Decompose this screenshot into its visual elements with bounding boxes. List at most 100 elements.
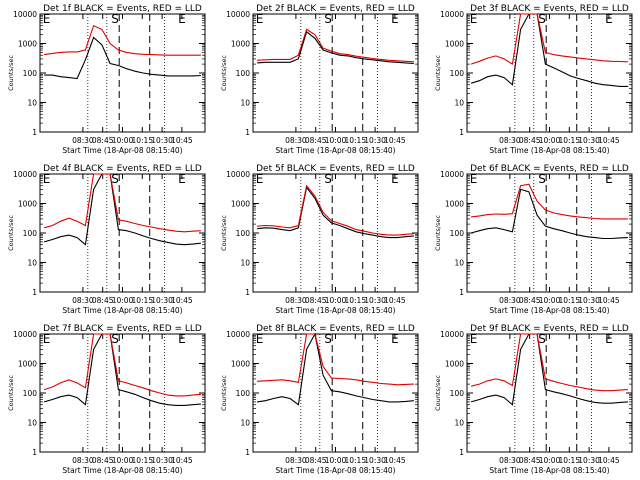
x-axis-label: Start Time (18-Apr-08 08:15:40) bbox=[62, 466, 182, 475]
x-tick-label: 10:45 bbox=[384, 456, 406, 465]
x-tick-label: 08:45 bbox=[519, 456, 541, 465]
event-marker-label: E bbox=[256, 12, 264, 26]
y-axis-label: Counts/sec bbox=[220, 55, 228, 91]
x-tick-label: 08:30 bbox=[72, 456, 94, 465]
series-line-events bbox=[470, 188, 628, 240]
y-tick-label: 10 bbox=[27, 419, 37, 428]
series-line-lld bbox=[44, 24, 201, 56]
x-tick-label: 10:15 bbox=[558, 456, 580, 465]
event-marker-label: E bbox=[605, 332, 613, 346]
series-line-lld bbox=[257, 28, 414, 63]
y-axis-label: Counts/sec bbox=[220, 375, 228, 411]
event-marker-label: S bbox=[324, 172, 332, 186]
x-tick-label: 08:45 bbox=[305, 136, 327, 145]
y-tick-label: 1 bbox=[459, 288, 464, 297]
plot-title: Det 9f BLACK = Events, RED = LLD bbox=[470, 324, 629, 334]
series-line-events bbox=[470, 333, 628, 406]
y-tick-label: 1 bbox=[459, 448, 464, 457]
x-axis-label: Start Time (18-Apr-08 08:15:40) bbox=[489, 146, 609, 155]
event-marker-label: S bbox=[538, 172, 546, 186]
event-marker-label: E bbox=[605, 12, 613, 26]
series-line-events bbox=[44, 36, 201, 80]
x-tick-label: 10:15 bbox=[131, 136, 153, 145]
plot-title: Det 6f BLACK = Events, RED = LLD bbox=[470, 164, 629, 174]
x-tick-label: 10:00 bbox=[325, 456, 347, 465]
y-tick-label: 100 bbox=[236, 69, 251, 78]
y-tick-label: 100 bbox=[23, 69, 38, 78]
y-tick-label: 1 bbox=[32, 288, 37, 297]
y-tick-label: 10000 bbox=[13, 170, 37, 179]
event-marker-label: S bbox=[324, 332, 332, 346]
x-axis-label: Start Time (18-Apr-08 08:15:40) bbox=[275, 146, 395, 155]
x-tick-label: 08:30 bbox=[285, 456, 307, 465]
x-tick-label: 10:00 bbox=[112, 136, 134, 145]
plot-frame bbox=[39, 13, 206, 133]
y-tick-label: 10000 bbox=[440, 170, 464, 179]
y-tick-label: 10000 bbox=[226, 10, 250, 19]
x-tick-label: 10:15 bbox=[131, 296, 153, 305]
plot-frame bbox=[466, 173, 633, 293]
x-tick-label: 10:00 bbox=[539, 296, 561, 305]
y-axis-label: Counts/sec bbox=[434, 215, 442, 251]
x-tick-label: 08:30 bbox=[499, 296, 521, 305]
series-line-events bbox=[43, 173, 201, 246]
x-tick-label: 10:45 bbox=[171, 296, 193, 305]
y-tick-label: 10000 bbox=[226, 170, 250, 179]
event-marker-label: E bbox=[256, 332, 264, 346]
x-tick-label: 10:15 bbox=[344, 456, 366, 465]
event-marker-label: E bbox=[178, 12, 186, 26]
y-tick-label: 10000 bbox=[13, 330, 37, 339]
series-line-lld bbox=[43, 333, 201, 397]
y-tick-label: 10 bbox=[240, 259, 250, 268]
y-tick-label: 100 bbox=[450, 389, 465, 398]
y-axis-label: Counts/sec bbox=[434, 55, 442, 91]
y-tick-label: 1000 bbox=[18, 360, 37, 369]
y-tick-label: 100 bbox=[23, 389, 38, 398]
plot-title: Det 7f BLACK = Events, RED = LLD bbox=[43, 324, 202, 334]
y-tick-label: 10 bbox=[240, 99, 250, 108]
x-tick-label: 08:45 bbox=[92, 296, 114, 305]
y-axis-label: Counts/sec bbox=[7, 375, 15, 411]
y-tick-label: 100 bbox=[236, 229, 251, 238]
event-marker-label: S bbox=[111, 12, 119, 26]
event-marker-label: E bbox=[43, 12, 51, 26]
x-tick-label: 10:00 bbox=[325, 136, 347, 145]
series-line-lld bbox=[43, 173, 201, 233]
x-tick-label: 10:00 bbox=[112, 456, 134, 465]
series-line-events bbox=[257, 332, 414, 406]
x-tick-label: 08:30 bbox=[499, 136, 521, 145]
y-tick-label: 1000 bbox=[445, 360, 464, 369]
x-tick-label: 10:15 bbox=[558, 136, 580, 145]
y-tick-label: 1000 bbox=[231, 40, 250, 49]
y-tick-label: 1000 bbox=[18, 200, 37, 209]
y-tick-label: 1 bbox=[459, 128, 464, 137]
y-tick-label: 100 bbox=[236, 389, 251, 398]
y-tick-label: 10 bbox=[240, 419, 250, 428]
x-tick-label: 10:15 bbox=[344, 296, 366, 305]
x-tick-label: 08:30 bbox=[285, 136, 307, 145]
x-tick-label: 10:00 bbox=[112, 296, 134, 305]
x-tick-label: 10:15 bbox=[344, 136, 366, 145]
event-marker-label: E bbox=[470, 12, 478, 26]
event-marker-label: S bbox=[324, 12, 332, 26]
event-marker-label: E bbox=[43, 172, 51, 186]
x-tick-label: 10:15 bbox=[558, 296, 580, 305]
x-tick-label: 08:45 bbox=[92, 456, 114, 465]
y-tick-label: 10 bbox=[454, 259, 464, 268]
x-axis-label: Start Time (18-Apr-08 08:15:40) bbox=[62, 146, 182, 155]
y-tick-label: 1 bbox=[245, 448, 250, 457]
event-marker-label: E bbox=[256, 172, 264, 186]
plot-frame bbox=[39, 333, 206, 453]
y-axis-label: Counts/sec bbox=[7, 55, 15, 91]
series-line-lld bbox=[257, 333, 414, 386]
x-tick-label: 10:00 bbox=[325, 296, 347, 305]
plot-title: Det 8f BLACK = Events, RED = LLD bbox=[256, 324, 415, 334]
y-tick-label: 10000 bbox=[226, 330, 250, 339]
y-tick-label: 10 bbox=[454, 419, 464, 428]
x-tick-label: 10:30 bbox=[151, 296, 173, 305]
y-tick-label: 1 bbox=[32, 448, 37, 457]
y-tick-label: 100 bbox=[23, 229, 38, 238]
event-marker-label: E bbox=[178, 172, 186, 186]
y-tick-label: 1 bbox=[245, 128, 250, 137]
plot-title: Det 2f BLACK = Events, RED = LLD bbox=[256, 4, 415, 14]
